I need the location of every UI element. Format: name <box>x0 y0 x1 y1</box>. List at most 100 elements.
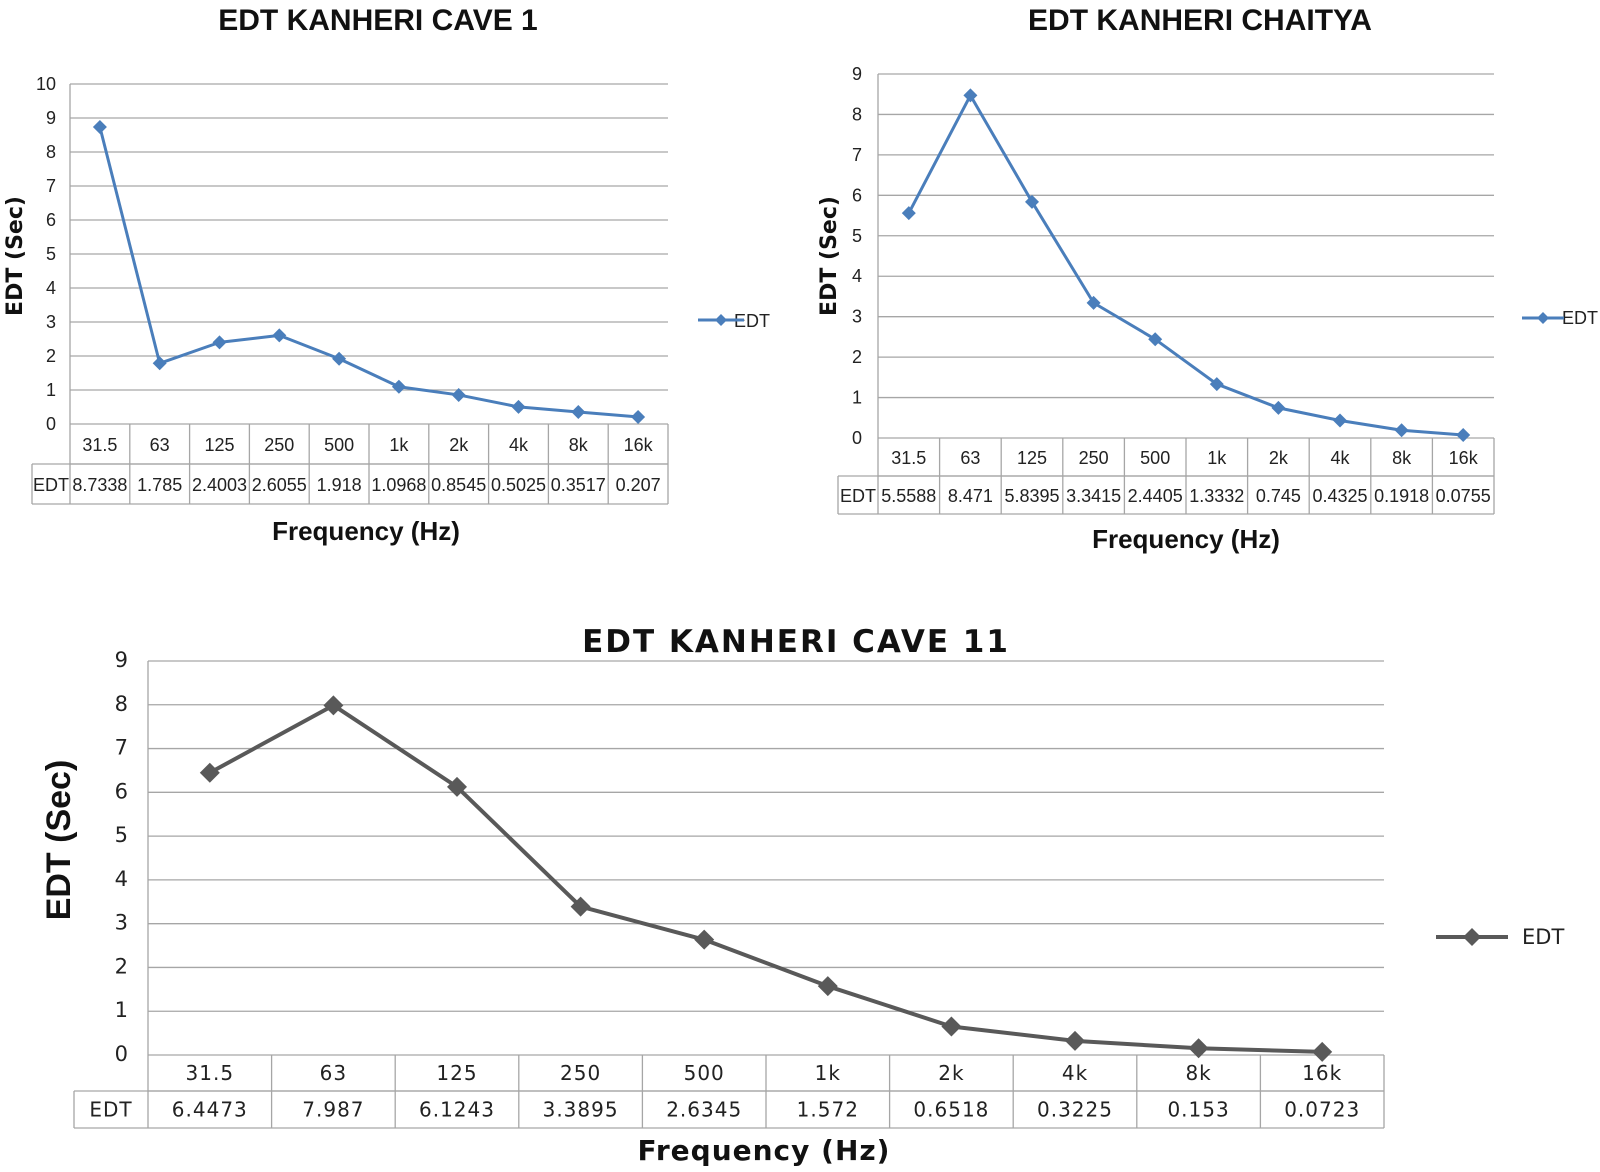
table-value: 2.6345 <box>666 1098 742 1122</box>
x-tick-label: 125 <box>436 1061 477 1085</box>
x-tick-label: 2k <box>449 435 469 455</box>
chart-title: EDT KANHERI CAVE 1 <box>218 4 537 37</box>
chart-edt-cave-11: EDT KANHERI CAVE 11 EDT (Sec) Frequency … <box>40 624 1564 1167</box>
table-value: 3.3415 <box>1066 486 1121 506</box>
table-value: 1.0968 <box>371 475 426 495</box>
table-value: 0.207 <box>616 475 661 495</box>
data-point <box>272 328 287 343</box>
y-tick-label: 2 <box>852 347 862 367</box>
y-tick-label: 1 <box>46 380 56 400</box>
table-value: 0.5025 <box>491 475 546 495</box>
x-tick-label: 125 <box>204 435 234 455</box>
table-value: 8.471 <box>948 486 993 506</box>
x-tick-label: 31.5 <box>186 1061 235 1085</box>
x-tick-label: 1k <box>815 1061 841 1085</box>
x-tick-label: 16k <box>624 435 654 455</box>
chart-edt-cave-1: EDT KANHERI CAVE 1 EDT (Sec) Frequency (… <box>3 4 770 546</box>
x-tick-label: 31.5 <box>891 448 926 468</box>
x-tick-label: 1k <box>389 435 409 455</box>
x-tick-label: 4k <box>1330 448 1350 468</box>
y-tick-label: 9 <box>852 64 862 84</box>
table-row-label: EDT <box>33 475 69 495</box>
legend-label: EDT <box>734 311 770 331</box>
y-tick-label: 7 <box>46 176 56 196</box>
x-tick-label: 250 <box>560 1061 601 1085</box>
y-tick-label: 9 <box>115 648 128 672</box>
data-point <box>451 387 466 402</box>
table-value: 3.3895 <box>543 1098 619 1122</box>
y-tick-label: 3 <box>115 911 128 935</box>
x-tick-label: 4k <box>509 435 529 455</box>
y-tick-label: 0 <box>115 1042 128 1066</box>
x-tick-label: 500 <box>684 1061 725 1085</box>
data-point <box>1065 1030 1085 1051</box>
data-point <box>1148 332 1163 347</box>
x-tick-label: 8k <box>1185 1061 1211 1085</box>
y-tick-label: 8 <box>852 104 862 124</box>
data-point <box>447 776 467 797</box>
table-value: 1.785 <box>137 475 182 495</box>
y-tick-label: 4 <box>115 867 128 891</box>
data-point <box>694 929 715 950</box>
x-tick-label: 250 <box>264 435 294 455</box>
x-tick-label: 63 <box>320 1061 347 1085</box>
data-point <box>963 88 978 103</box>
y-axis-label: EDT (Sec) <box>3 196 28 316</box>
data-point <box>1188 1038 1209 1059</box>
table-value: 0.0755 <box>1436 486 1491 506</box>
table-value: 1.3332 <box>1189 486 1244 506</box>
table-value: 5.5588 <box>881 486 936 506</box>
y-tick-label: 3 <box>46 312 56 332</box>
y-tick-label: 6 <box>115 779 128 803</box>
series-line <box>98 126 639 419</box>
y-axis-label: EDT (Sec) <box>40 760 78 921</box>
data-point <box>1456 427 1471 442</box>
x-tick-label: 16k <box>1302 1061 1342 1085</box>
y-tick-label: 10 <box>36 74 56 94</box>
y-tick-label: 6 <box>46 210 56 230</box>
table-value: 0.0723 <box>1284 1098 1360 1122</box>
y-tick-label: 0 <box>46 414 56 434</box>
y-tick-label: 2 <box>46 346 56 366</box>
table-value: 7.987 <box>302 1098 364 1122</box>
data-point <box>511 399 526 414</box>
data-point <box>332 351 347 366</box>
chart-title: EDT KANHERI CAVE 11 <box>582 624 1010 660</box>
table-value: 6.1243 <box>419 1098 495 1122</box>
data-point <box>941 1016 962 1037</box>
legend-marker <box>1463 928 1481 946</box>
data-point <box>152 356 167 371</box>
table-value: 0.3517 <box>551 475 606 495</box>
x-tick-label: 2k <box>1269 448 1289 468</box>
y-tick-label: 9 <box>46 108 56 128</box>
data-point <box>323 695 344 716</box>
x-tick-label: 16k <box>1449 448 1479 468</box>
table-value: 0.745 <box>1256 486 1301 506</box>
table-value: 6.4473 <box>172 1098 248 1122</box>
x-tick-label: 500 <box>324 435 354 455</box>
x-tick-label: 63 <box>960 448 980 468</box>
data-point <box>1271 400 1286 415</box>
table-value: 0.153 <box>1167 1098 1229 1122</box>
x-tick-label: 8k <box>1392 448 1412 468</box>
y-tick-label: 5 <box>115 823 128 847</box>
data-point <box>212 335 227 350</box>
x-axis-label: Frequency (Hz) <box>272 516 460 546</box>
data-point <box>1025 194 1039 209</box>
y-tick-label: 1 <box>115 998 128 1022</box>
x-tick-label: 250 <box>1079 448 1109 468</box>
legend-marker <box>1537 312 1549 324</box>
y-tick-label: 7 <box>852 145 862 165</box>
x-axis-label: Frequency (Hz) <box>1092 524 1280 554</box>
y-tick-label: 4 <box>852 266 862 286</box>
data-point <box>631 409 646 424</box>
table-value: 0.6518 <box>913 1098 989 1122</box>
y-tick-label: 5 <box>46 244 56 264</box>
y-tick-label: 0 <box>852 428 862 448</box>
x-tick-label: 125 <box>1017 448 1047 468</box>
table-value: 0.1918 <box>1374 486 1429 506</box>
y-axis-label: EDT (Sec) <box>817 196 842 316</box>
x-tick-label: 500 <box>1140 448 1170 468</box>
chart-title: EDT KANHERI CHAITYA <box>1028 4 1372 37</box>
